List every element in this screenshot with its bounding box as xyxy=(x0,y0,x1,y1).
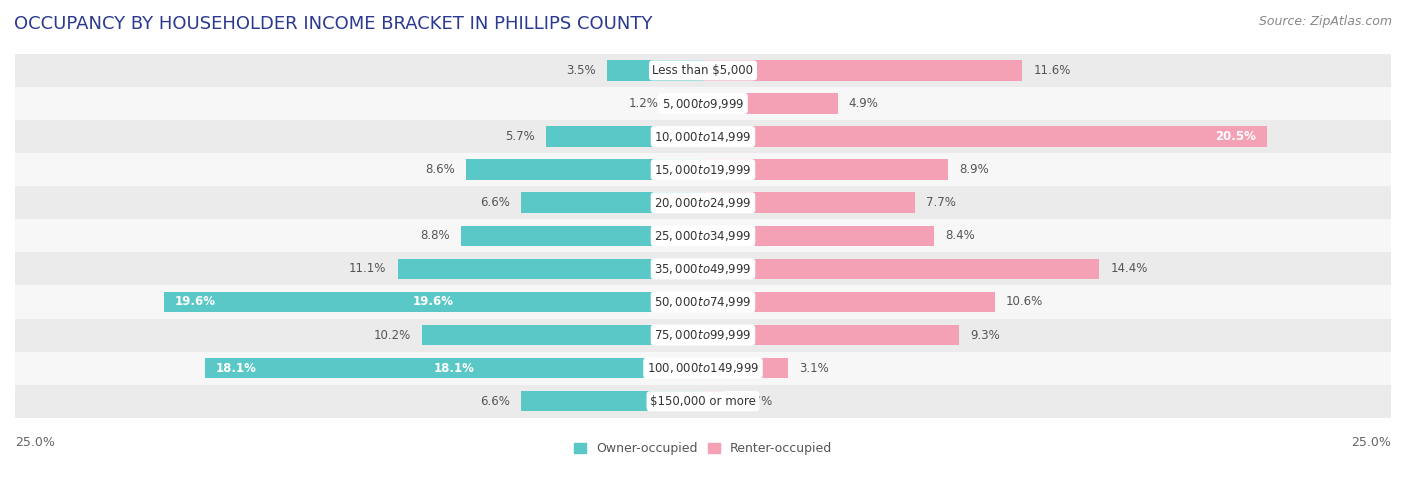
Bar xyxy=(671,93,703,114)
Bar xyxy=(703,325,959,346)
Text: 11.1%: 11.1% xyxy=(349,262,387,276)
Text: 10.2%: 10.2% xyxy=(374,329,412,342)
Text: $10,000 to $14,999: $10,000 to $14,999 xyxy=(654,130,752,143)
Text: $15,000 to $19,999: $15,000 to $19,999 xyxy=(654,163,752,177)
Text: 7.7%: 7.7% xyxy=(927,196,956,209)
Bar xyxy=(15,351,1391,385)
Bar xyxy=(15,186,1391,219)
Text: 18.1%: 18.1% xyxy=(217,362,257,375)
Bar xyxy=(703,93,838,114)
Bar xyxy=(398,259,703,279)
Text: Less than $5,000: Less than $5,000 xyxy=(652,64,754,77)
Text: 18.1%: 18.1% xyxy=(433,362,474,375)
Bar xyxy=(703,259,1099,279)
Text: $20,000 to $24,999: $20,000 to $24,999 xyxy=(654,196,752,210)
Bar xyxy=(703,292,994,312)
Text: 20.5%: 20.5% xyxy=(1215,130,1256,143)
Bar xyxy=(461,226,703,246)
Text: 19.6%: 19.6% xyxy=(413,295,454,309)
Bar xyxy=(422,325,703,346)
Text: 9.3%: 9.3% xyxy=(970,329,1000,342)
Text: 3.5%: 3.5% xyxy=(567,64,596,77)
Bar xyxy=(15,153,1391,186)
Bar xyxy=(703,126,1267,147)
Bar xyxy=(163,292,703,312)
Bar xyxy=(15,54,1391,87)
Text: 25.0%: 25.0% xyxy=(15,436,55,449)
Bar xyxy=(205,358,703,379)
Text: $50,000 to $74,999: $50,000 to $74,999 xyxy=(654,295,752,309)
Bar xyxy=(703,391,724,412)
Text: 19.6%: 19.6% xyxy=(174,295,215,309)
Legend: Owner-occupied, Renter-occupied: Owner-occupied, Renter-occupied xyxy=(574,442,832,455)
Text: 5.7%: 5.7% xyxy=(505,130,536,143)
Text: $5,000 to $9,999: $5,000 to $9,999 xyxy=(662,97,744,110)
Bar xyxy=(522,391,703,412)
Text: 10.6%: 10.6% xyxy=(1005,295,1043,309)
Bar xyxy=(15,219,1391,252)
Text: Source: ZipAtlas.com: Source: ZipAtlas.com xyxy=(1258,15,1392,28)
Text: $25,000 to $34,999: $25,000 to $34,999 xyxy=(654,229,752,243)
Text: $35,000 to $49,999: $35,000 to $49,999 xyxy=(654,262,752,276)
Text: OCCUPANCY BY HOUSEHOLDER INCOME BRACKET IN PHILLIPS COUNTY: OCCUPANCY BY HOUSEHOLDER INCOME BRACKET … xyxy=(14,15,652,33)
Text: 14.4%: 14.4% xyxy=(1111,262,1147,276)
Text: 0.77%: 0.77% xyxy=(735,395,772,408)
Bar xyxy=(15,87,1391,120)
Bar xyxy=(703,60,1022,81)
Text: $75,000 to $99,999: $75,000 to $99,999 xyxy=(654,328,752,342)
Text: 1.2%: 1.2% xyxy=(628,97,659,110)
Bar xyxy=(15,318,1391,351)
Text: 11.6%: 11.6% xyxy=(1033,64,1070,77)
Bar xyxy=(546,126,703,147)
Text: 8.6%: 8.6% xyxy=(426,163,456,176)
Text: 8.4%: 8.4% xyxy=(945,229,974,243)
Bar xyxy=(522,192,703,213)
Text: $100,000 to $149,999: $100,000 to $149,999 xyxy=(647,361,759,375)
Text: $150,000 or more: $150,000 or more xyxy=(650,395,756,408)
Bar xyxy=(703,226,934,246)
Text: 6.6%: 6.6% xyxy=(481,395,510,408)
Bar xyxy=(15,120,1391,153)
Bar xyxy=(703,192,915,213)
Bar xyxy=(15,385,1391,418)
Bar xyxy=(703,159,948,180)
Text: 8.9%: 8.9% xyxy=(959,163,988,176)
Text: 3.1%: 3.1% xyxy=(800,362,830,375)
Text: 6.6%: 6.6% xyxy=(481,196,510,209)
Bar xyxy=(467,159,703,180)
Bar xyxy=(15,252,1391,285)
Text: 4.9%: 4.9% xyxy=(849,97,879,110)
Text: 25.0%: 25.0% xyxy=(1351,436,1391,449)
Bar xyxy=(15,285,1391,318)
Bar xyxy=(703,358,789,379)
Bar xyxy=(606,60,703,81)
Text: 8.8%: 8.8% xyxy=(420,229,450,243)
